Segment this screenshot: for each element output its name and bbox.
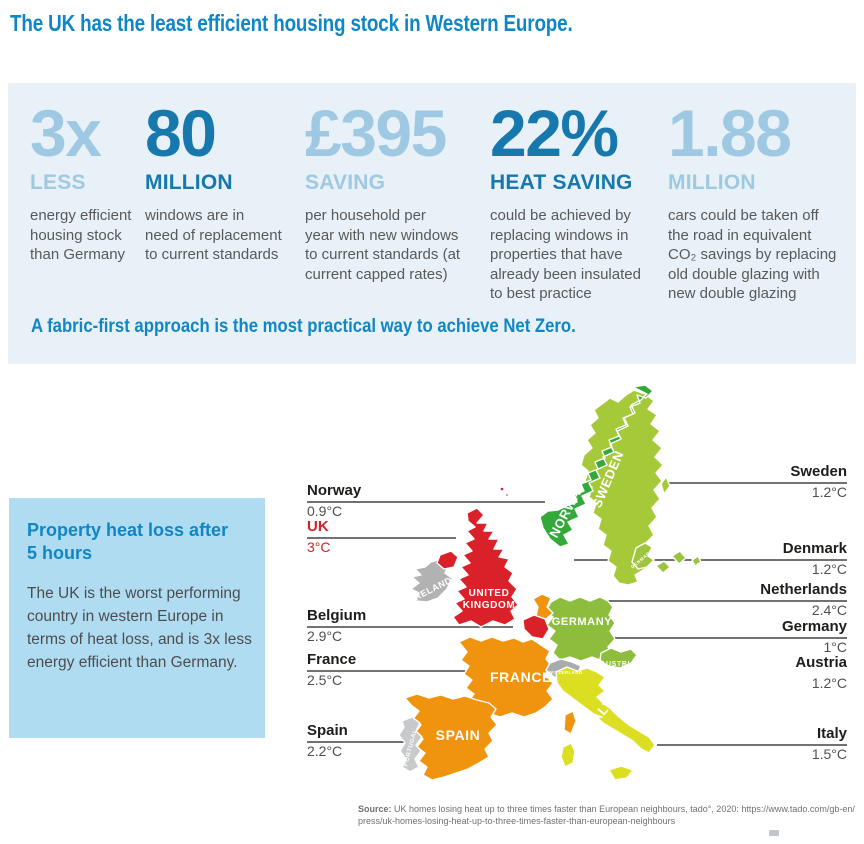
stat-label: MILLION <box>145 171 233 194</box>
ireland-shape <box>410 558 453 603</box>
denmark-shape <box>631 542 655 570</box>
callout-country: Spain <box>307 722 348 739</box>
callout-country: Belgium <box>307 607 367 624</box>
callout-france: France 2.5°C <box>307 650 356 688</box>
callout-temp: 0.9°C <box>307 503 343 519</box>
source-label: Source: <box>358 804 392 814</box>
callout-temp: 2.4°C <box>811 602 847 618</box>
source-line-1: Source: UK homes losing heat up to three… <box>358 804 855 814</box>
stat-label: HEAT SAVING <box>490 171 633 194</box>
stat-value: 80 <box>145 96 217 170</box>
callout-temp: 1°C <box>823 639 848 655</box>
stat-label: SAVING <box>305 171 386 194</box>
stat-22-heat-saving: 22% HEAT SAVING could be achieved by rep… <box>490 96 666 304</box>
gotland-shape <box>660 476 671 495</box>
stat-description: windows are in need of replacement to cu… <box>145 207 282 263</box>
uk-map-label-line1: UNITED <box>469 588 510 599</box>
norway-shape <box>539 384 654 548</box>
northern-ireland-shape <box>436 550 459 570</box>
callout-temp: 3°C <box>307 539 331 555</box>
netherlands-shape <box>532 593 554 620</box>
uk-shape <box>452 507 519 628</box>
callout-uk: UK 3°C <box>307 517 331 555</box>
heat-loss-info-box: Property heat loss after 5 hours The UK … <box>9 498 265 738</box>
denmark-island-1 <box>655 560 671 574</box>
callout-temp: 2.2°C <box>307 743 343 759</box>
callout-country: France <box>307 651 357 668</box>
callout-temp: 1.2°C <box>811 561 847 577</box>
callout-country: Germany <box>781 618 847 635</box>
stat-value: 22% <box>490 96 619 170</box>
sardinia-shape <box>560 742 576 768</box>
spain-map-label: SPAIN <box>436 727 481 743</box>
callout-country: Austria <box>795 654 847 671</box>
stat-80-million: 80 MILLION windows are in need of replac… <box>145 96 303 265</box>
page-title: The UK has the least efficient housing s… <box>10 10 573 36</box>
denmark-island-3 <box>691 555 702 567</box>
source-text: UK homes losing heat up to three times f… <box>391 804 855 814</box>
source-note: Source: UK homes losing heat up to three… <box>358 803 855 827</box>
shetland-dot-1 <box>499 486 505 492</box>
callout-temp: 1.2°C <box>811 675 847 691</box>
callout-sweden: Sweden 1.2°C <box>790 462 847 500</box>
uk-map-label-line2: KINGDOM <box>463 600 516 611</box>
stat-label: LESS <box>30 171 86 194</box>
callout-country: Sweden <box>790 463 847 480</box>
shetland-dot-2 <box>504 492 510 498</box>
germany-map-label: GERMANY <box>552 616 612 628</box>
callout-country: Denmark <box>782 540 847 557</box>
stat-value: 1.88 <box>668 96 792 170</box>
callout-temp: 2.5°C <box>307 672 343 688</box>
stat-value: £395 <box>305 96 447 170</box>
stats-panel: 3x LESS energy efficient housing stock t… <box>8 83 856 364</box>
callout-netherlands: Netherlands 2.4°C <box>760 580 847 618</box>
callout-country: Italy <box>816 725 847 742</box>
stat-description: cars could be taken off the road in equi… <box>668 207 837 302</box>
callout-belgium: Belgium 2.9°C <box>307 606 366 644</box>
info-box-body: The UK is the worst performing country i… <box>27 585 252 671</box>
stat-description: per household per year with new windows … <box>305 207 461 283</box>
callout-germany: Germany 1°C <box>782 617 847 655</box>
austria-shape <box>599 647 638 669</box>
stat-3x-less: 3x LESS energy efficient housing stock t… <box>30 96 142 265</box>
tiny-logo-mark <box>769 830 779 836</box>
callout-country: Netherlands <box>760 581 847 598</box>
callout-temp: 1.2°C <box>811 484 847 500</box>
portugal-shape <box>398 716 423 773</box>
france-shape <box>458 636 554 718</box>
callout-country: UK <box>307 518 329 535</box>
callout-country: Norway <box>307 482 362 499</box>
stat-description: could be achieved by replacing windows i… <box>490 207 641 302</box>
italy-shape <box>555 666 656 754</box>
country-shapes <box>398 384 702 781</box>
sicily-shape <box>608 765 634 781</box>
info-box-heading: Property heat loss after 5 hours <box>27 520 229 563</box>
callout-spain: Spain 2.2°C <box>307 721 348 759</box>
denmark-island-2 <box>671 550 687 565</box>
callout-austria: Austria 1.2°C <box>795 653 847 691</box>
stat-188-million: 1.88 MILLION cars could be taken off the… <box>668 96 854 304</box>
stat-label: MILLION <box>668 171 756 194</box>
stat-value: 3x <box>30 96 102 170</box>
stat-description: energy efficient housing stock than Germ… <box>30 207 132 263</box>
belgium-shape <box>522 614 550 640</box>
callout-denmark: Denmark 1.2°C <box>783 539 847 577</box>
tagline: A fabric-first approach is the most prac… <box>31 316 576 337</box>
callout-temp: 1.5°C <box>811 746 847 762</box>
sweden-shape <box>580 389 664 586</box>
corsica-shape <box>563 710 577 735</box>
france-map-label: FRANCE <box>490 669 552 685</box>
source-line-2: press/uk-homes-losing-heat-up-to-three-t… <box>358 816 676 826</box>
callout-temp: 2.9°C <box>307 628 343 644</box>
callout-italy: Italy 1.5°C <box>812 724 847 762</box>
callout-norway: Norway 0.9°C <box>307 481 361 519</box>
stat-395-saving: £395 SAVING per household per year with … <box>305 96 487 284</box>
austria-map-label: AUSTRIA <box>600 661 635 668</box>
switzerland-map-label: SWITZERLAND <box>545 670 582 675</box>
